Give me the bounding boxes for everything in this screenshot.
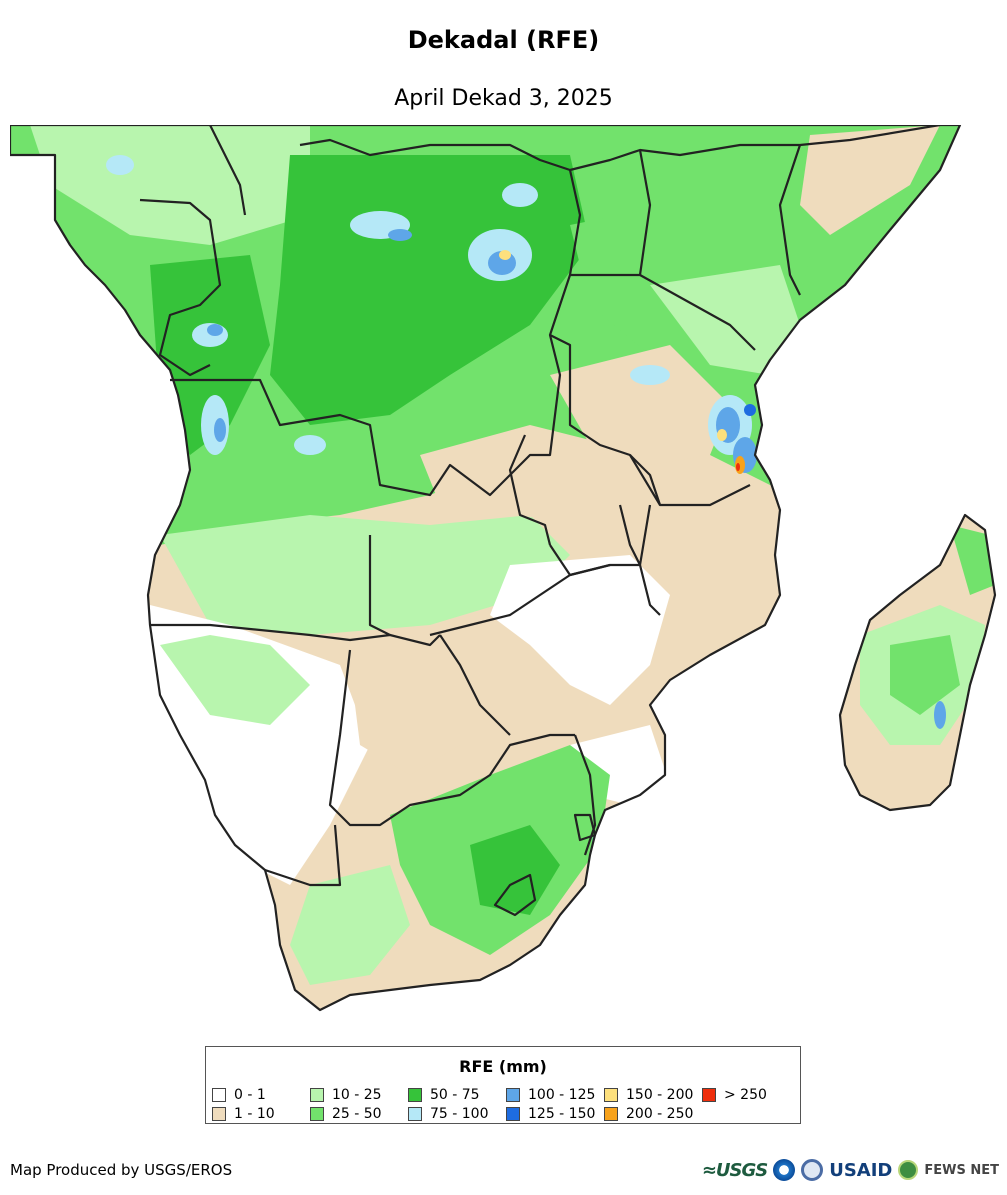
legend-label: 1 - 10 <box>234 1105 275 1122</box>
mainland-rainfall-fields <box>10 125 960 1010</box>
legend-label: 0 - 1 <box>234 1086 266 1103</box>
map-title: Dekadal (RFE) <box>407 26 600 54</box>
fews-globe-icon <box>898 1160 919 1180</box>
legend-swatch <box>604 1106 618 1121</box>
legend-swatch <box>212 1087 226 1102</box>
legend-label: 10 - 25 <box>332 1086 382 1103</box>
legend-swatch <box>702 1087 716 1102</box>
legend-item: 150 - 200 <box>604 1085 702 1104</box>
legend-swatch <box>604 1087 618 1102</box>
partner-logos: ≈USGS USAID FEWS NET <box>702 1156 999 1184</box>
legend-box: RFE (mm) 0 - 1 1 - 10 10 - 25 25 - 50 50 - 7… <box>205 1046 801 1124</box>
credit-text: Map Produced by USGS/EROS <box>10 1161 233 1179</box>
legend-swatch <box>212 1106 226 1121</box>
legend-swatch <box>310 1106 324 1121</box>
legend-item: 10 - 25 <box>310 1085 408 1104</box>
commerce-seal-icon <box>801 1159 824 1181</box>
country-borders <box>10 125 997 1012</box>
legend-swatch <box>408 1106 422 1121</box>
noaa-seal-icon <box>773 1159 796 1181</box>
legend-item: 75 - 100 <box>408 1104 506 1123</box>
legend-label: 200 - 250 <box>626 1105 694 1122</box>
usaid-logo: USAID <box>829 1159 893 1181</box>
map-subtitle: April Dekad 3, 2025 <box>394 86 613 111</box>
legend-label: 25 - 50 <box>332 1105 382 1122</box>
legend-swatch <box>506 1106 520 1121</box>
legend-label: 125 - 150 <box>528 1105 596 1122</box>
high-rainfall-cells <box>106 155 757 861</box>
usgs-logo: ≈USGS <box>701 1159 768 1181</box>
legend-swatch <box>506 1087 520 1102</box>
legend-item: 200 - 250 <box>604 1104 702 1123</box>
legend-label: 50 - 75 <box>430 1086 480 1103</box>
legend-swatch <box>310 1087 324 1102</box>
legend-label: > 250 <box>724 1086 767 1103</box>
legend-item: 25 - 50 <box>310 1104 408 1123</box>
legend-grid: 0 - 1 1 - 10 10 - 25 25 - 50 50 - 75 75 - 100… <box>212 1085 792 1123</box>
legend-label: 150 - 200 <box>626 1086 694 1103</box>
legend-item: 50 - 75 <box>408 1085 506 1104</box>
legend-item: 100 - 125 <box>506 1085 604 1104</box>
legend-label: 100 - 125 <box>528 1086 596 1103</box>
rainfall-map <box>10 125 1000 1025</box>
legend-label: 75 - 100 <box>430 1105 489 1122</box>
legend-title: RFE (mm) <box>459 1057 547 1076</box>
legend-swatch <box>408 1087 422 1102</box>
legend-item: > 250 <box>702 1085 782 1104</box>
legend-item: 125 - 150 <box>506 1104 604 1123</box>
fews-net-logo: FEWS NET <box>924 1162 999 1178</box>
legend-item: 1 - 10 <box>212 1104 310 1123</box>
legend-item: 0 - 1 <box>212 1085 310 1104</box>
